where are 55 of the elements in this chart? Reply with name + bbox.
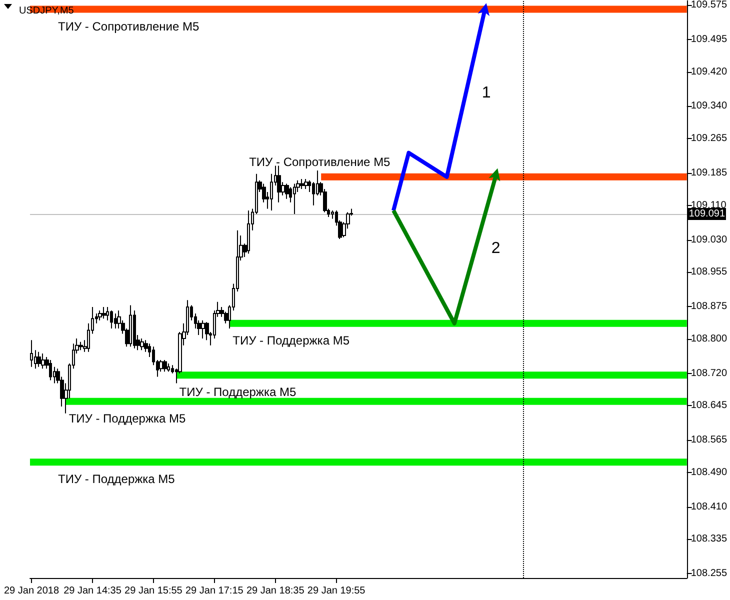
x-tick-label: 29 Jan 19:55: [307, 586, 366, 596]
series-label: ТИУ - Поддержка M5: [179, 385, 296, 400]
candlestick: [133, 310, 136, 349]
y-tick-label: 108.720: [690, 368, 728, 379]
x-tick-label: 29 Jan 17:15: [185, 586, 244, 596]
candlestick: [293, 183, 296, 214]
series-label: 1: [482, 84, 491, 102]
series-label: ТИУ - Поддержка M5: [68, 411, 186, 426]
candlestick: [277, 165, 281, 203]
y-tick-label: 109.185: [690, 168, 728, 179]
candlestick: [110, 310, 113, 330]
candlestick: [304, 178, 308, 190]
y-tick-label: 109.030: [690, 234, 728, 246]
candlestick: [247, 210, 250, 254]
candlestick: [140, 338, 144, 351]
series-label: ТИУ - Сопротивление M5: [249, 154, 391, 169]
y-tick-label: 108.875: [690, 301, 728, 312]
candlestick: [114, 312, 117, 330]
y-tick-label: 108.490: [690, 466, 728, 478]
candlestick: [79, 341, 83, 351]
x-tick-label: 29 Jan 14:35: [64, 586, 122, 596]
series-label: ТИУ - Сопротивление M5: [58, 19, 200, 34]
x-tick-label: 29 Jan 2018: [4, 586, 60, 596]
y-tick-label: 108.255: [690, 568, 728, 580]
series-label: ТИУ - Поддержка M5: [58, 472, 176, 486]
candlestick: [129, 304, 132, 348]
y-tick-label: 108.955: [690, 266, 728, 278]
candlestick: [49, 360, 52, 381]
ref-line-label: 109.091: [688, 208, 726, 220]
y-tick-label: 109.110: [690, 200, 727, 211]
y-tick-label: 108.800: [690, 333, 728, 344]
y-tick-label: 109.340: [690, 100, 728, 112]
y-tick-label: 108.565: [690, 434, 728, 446]
x-tick-label: 29 Jan 18:35: [246, 586, 305, 596]
candlestick: [41, 353, 45, 370]
y-tick-label: 109.420: [690, 66, 728, 78]
candlestick: [300, 178, 304, 190]
candlestick: [30, 340, 33, 368]
y-tick-label: 109.265: [690, 133, 728, 144]
y-tick-label: 108.410: [690, 501, 728, 512]
y-tick-label: 108.645: [690, 400, 728, 412]
x-tick-label: 29 Jan 15:55: [124, 586, 183, 596]
candlestick: [167, 362, 170, 372]
candlestick: [98, 310, 102, 321]
y-tick-label: 108.335: [690, 534, 728, 545]
y-tick-label: 109.575: [690, 0, 728, 10]
candlestick: [102, 306, 106, 320]
series-label: ТИУ - Поддержка M5: [232, 333, 350, 348]
candlestick: [285, 183, 289, 200]
candlestick: [37, 351, 41, 368]
candlestick: [201, 320, 205, 339]
candlestick: [163, 360, 167, 372]
series-label: 2: [491, 240, 500, 258]
candlestick: [117, 310, 121, 330]
y-tick-label: 109.495: [690, 34, 728, 45]
